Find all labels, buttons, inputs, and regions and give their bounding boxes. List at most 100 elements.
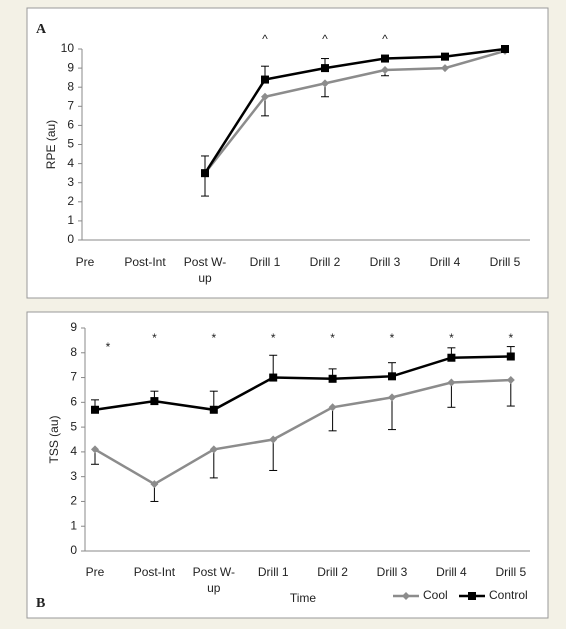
- point-marker: [506, 376, 515, 385]
- annotation: *: [211, 331, 216, 345]
- x-tick-label: Drill 5: [490, 255, 521, 269]
- x-tick-label: Pre: [76, 255, 95, 269]
- y-tick-label: 3: [67, 175, 74, 189]
- point-marker: [261, 92, 269, 101]
- x-tick-label: Drill 2: [310, 255, 341, 269]
- annotation: *: [508, 331, 513, 345]
- series-line: [94, 378, 511, 486]
- point-marker: [447, 353, 456, 362]
- x-tick-label: Drill 2: [317, 565, 348, 579]
- y-axis-title: RPE (au): [44, 120, 58, 169]
- series-line: [203, 47, 506, 174]
- point-marker: [468, 592, 476, 600]
- y-tick-label: 4: [67, 156, 74, 170]
- point-marker: [328, 403, 337, 412]
- y-tick-label: 0: [70, 543, 77, 557]
- y-tick-label: 7: [67, 98, 74, 112]
- annotation: *: [152, 331, 157, 345]
- panel-label: A: [36, 22, 47, 37]
- point-marker: [91, 405, 99, 414]
- annotation: ^: [322, 32, 328, 46]
- legend-label: Cool: [423, 588, 448, 602]
- point-marker: [269, 435, 278, 444]
- annotation: *: [449, 331, 454, 345]
- y-tick-label: 1: [70, 518, 77, 532]
- x-tick-label: Drill 3: [377, 565, 408, 579]
- point-marker: [91, 445, 99, 454]
- annotation: *: [106, 340, 111, 354]
- label-line: Post W-: [184, 255, 226, 269]
- x-tick-label: Drill 1: [258, 565, 289, 579]
- annotation: *: [390, 331, 395, 345]
- label-line: up: [198, 271, 212, 285]
- point-marker: [447, 378, 456, 387]
- error-bar: [447, 382, 456, 408]
- point-marker: [381, 66, 389, 75]
- y-tick-label: 9: [67, 60, 74, 74]
- point-marker: [201, 169, 209, 178]
- x-tick-label: Drill 4: [436, 565, 467, 579]
- point-marker: [209, 445, 218, 454]
- point-marker: [388, 393, 396, 402]
- point-marker: [441, 64, 449, 73]
- annotation: *: [271, 331, 276, 345]
- y-tick-label: 8: [67, 79, 74, 93]
- point-marker: [321, 79, 329, 88]
- y-tick-label: 5: [70, 419, 77, 433]
- panel-label: B: [36, 596, 45, 611]
- error-bar: [506, 380, 515, 407]
- y-tick-label: 3: [70, 469, 77, 483]
- y-tick-label: 10: [61, 41, 75, 55]
- y-tick-label: 1: [67, 213, 74, 227]
- x-tick-label: Pre: [86, 565, 105, 579]
- x-tick-label: Drill 1: [250, 255, 281, 269]
- x-axis-title: Time: [290, 591, 317, 605]
- y-tick-label: 9: [70, 320, 77, 334]
- x-tick-label: Drill 3: [370, 255, 401, 269]
- error-bar: [209, 449, 218, 479]
- point-marker: [150, 480, 159, 489]
- series-line: [204, 49, 506, 174]
- series-line: [94, 355, 511, 412]
- point-marker: [381, 54, 389, 63]
- y-tick-label: 8: [70, 345, 77, 359]
- annotation: ^: [382, 32, 388, 46]
- x-tick-label: Post-Int: [134, 565, 176, 579]
- y-tick-label: 6: [67, 118, 74, 132]
- point-marker: [261, 75, 269, 84]
- panel-a-frame: [26, 7, 549, 299]
- error-bar: [388, 397, 396, 431]
- label-line: Post W-: [193, 565, 235, 579]
- x-tick-label: Post W-up: [184, 255, 226, 285]
- y-tick-label: 2: [70, 494, 77, 508]
- point-marker: [501, 45, 509, 53]
- point-marker: [441, 52, 449, 61]
- point-marker: [269, 373, 278, 382]
- error-bar: [269, 439, 278, 471]
- y-tick-label: 0: [67, 232, 74, 246]
- x-tick-label: Post-Int: [124, 255, 166, 269]
- panel-b-frame: [26, 311, 549, 619]
- point-marker: [402, 592, 410, 600]
- x-tick-label: Post W-up: [193, 565, 235, 595]
- annotation: *: [330, 331, 335, 345]
- point-marker: [388, 372, 396, 381]
- y-tick-label: 7: [70, 370, 77, 384]
- legend-label: Control: [489, 588, 528, 602]
- point-marker: [150, 397, 159, 406]
- point-marker: [321, 64, 329, 73]
- point-marker: [209, 405, 218, 414]
- y-tick-label: 4: [70, 444, 77, 458]
- y-tick-label: 6: [70, 395, 77, 409]
- label-line: up: [207, 581, 221, 595]
- y-axis-title: TSS (au): [47, 415, 61, 463]
- y-tick-label: 5: [67, 137, 74, 151]
- x-tick-label: Drill 4: [430, 255, 461, 269]
- annotation: ^: [262, 32, 268, 46]
- point-marker: [328, 374, 337, 383]
- x-tick-label: Drill 5: [495, 565, 526, 579]
- y-tick-label: 2: [67, 194, 74, 208]
- point-marker: [506, 352, 515, 361]
